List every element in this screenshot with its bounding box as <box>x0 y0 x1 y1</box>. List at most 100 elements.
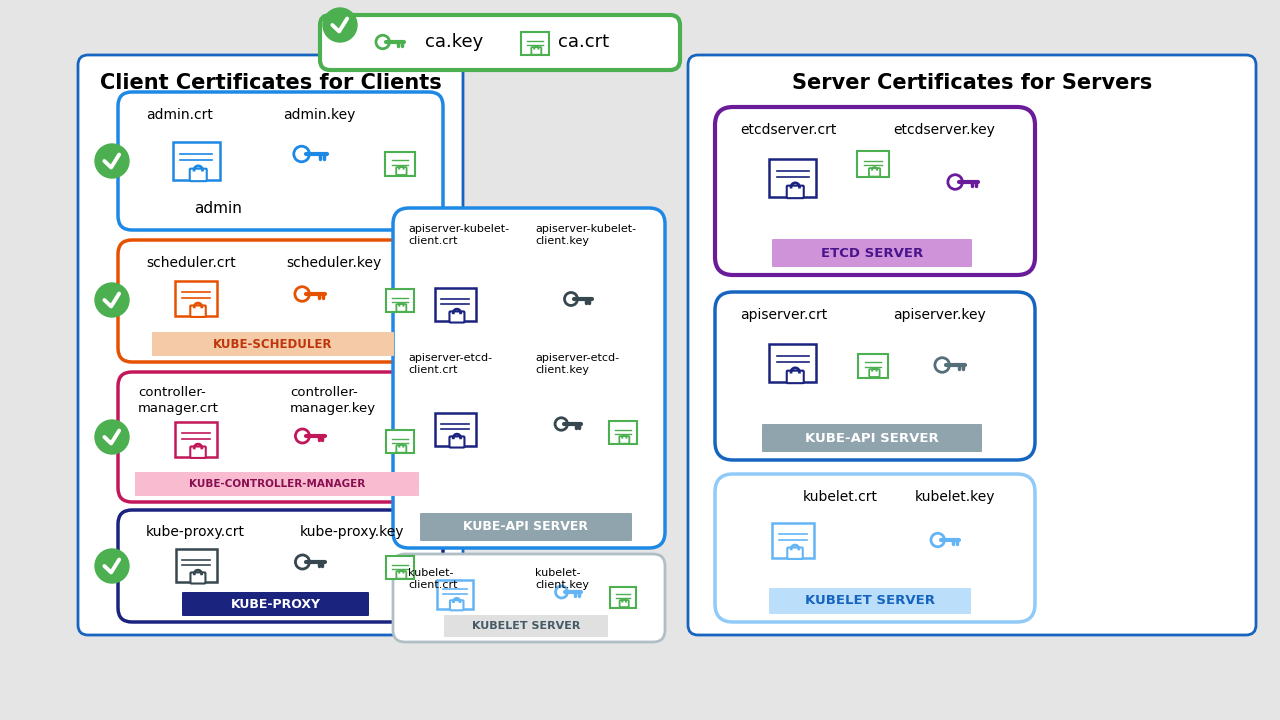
FancyBboxPatch shape <box>397 445 406 453</box>
Text: scheduler.key: scheduler.key <box>285 256 381 270</box>
FancyBboxPatch shape <box>191 305 206 317</box>
FancyBboxPatch shape <box>191 446 206 458</box>
Circle shape <box>95 283 129 317</box>
FancyBboxPatch shape <box>434 288 475 321</box>
FancyBboxPatch shape <box>420 513 632 541</box>
Text: KUBE-API SERVER: KUBE-API SERVER <box>463 521 589 534</box>
Text: kubelet.key: kubelet.key <box>915 490 996 504</box>
FancyBboxPatch shape <box>385 431 415 454</box>
FancyBboxPatch shape <box>787 371 804 383</box>
Text: apiserver.key: apiserver.key <box>893 308 986 322</box>
FancyBboxPatch shape <box>175 549 216 582</box>
FancyBboxPatch shape <box>118 240 443 362</box>
FancyBboxPatch shape <box>182 592 369 616</box>
FancyBboxPatch shape <box>118 372 443 502</box>
Text: apiserver-etcd-
client.key: apiserver-etcd- client.key <box>535 353 620 375</box>
FancyBboxPatch shape <box>858 354 888 377</box>
FancyBboxPatch shape <box>762 424 982 452</box>
Text: kube-proxy.key: kube-proxy.key <box>300 525 404 539</box>
Circle shape <box>294 287 310 301</box>
Circle shape <box>95 144 129 178</box>
FancyBboxPatch shape <box>716 474 1036 622</box>
FancyBboxPatch shape <box>769 344 817 382</box>
Text: KUBELET SERVER: KUBELET SERVER <box>805 595 934 608</box>
FancyBboxPatch shape <box>320 15 680 70</box>
Circle shape <box>931 534 945 546</box>
FancyBboxPatch shape <box>787 186 804 198</box>
FancyBboxPatch shape <box>716 107 1036 275</box>
FancyBboxPatch shape <box>397 571 406 579</box>
FancyBboxPatch shape <box>175 423 218 456</box>
FancyBboxPatch shape <box>191 572 206 583</box>
FancyBboxPatch shape <box>397 304 406 312</box>
Text: kubelet-
client.key: kubelet- client.key <box>535 568 589 590</box>
Text: scheduler.crt: scheduler.crt <box>146 256 236 270</box>
Text: admin: admin <box>195 201 242 216</box>
FancyBboxPatch shape <box>152 332 394 356</box>
Circle shape <box>556 586 567 598</box>
Text: kube-proxy.crt: kube-proxy.crt <box>146 525 244 539</box>
Text: ca.key: ca.key <box>425 33 484 51</box>
FancyBboxPatch shape <box>531 47 541 55</box>
Text: ca.crt: ca.crt <box>558 33 609 51</box>
Text: admin.key: admin.key <box>283 108 356 122</box>
FancyBboxPatch shape <box>716 292 1036 460</box>
FancyBboxPatch shape <box>78 55 463 635</box>
Text: apiserver-kubelet-
client.crt: apiserver-kubelet- client.crt <box>408 224 509 246</box>
FancyBboxPatch shape <box>611 587 636 608</box>
FancyBboxPatch shape <box>189 168 207 181</box>
Circle shape <box>296 555 310 569</box>
FancyBboxPatch shape <box>385 152 415 176</box>
Text: apiserver-kubelet-
client.key: apiserver-kubelet- client.key <box>535 224 636 246</box>
FancyBboxPatch shape <box>393 208 666 548</box>
FancyBboxPatch shape <box>385 557 415 580</box>
Circle shape <box>564 292 577 305</box>
FancyBboxPatch shape <box>385 289 415 312</box>
Circle shape <box>376 35 389 49</box>
Text: Server Certificates for Servers: Server Certificates for Servers <box>792 73 1152 93</box>
Text: KUBE-SCHEDULER: KUBE-SCHEDULER <box>214 338 333 351</box>
FancyBboxPatch shape <box>175 282 218 316</box>
FancyBboxPatch shape <box>869 369 879 377</box>
Circle shape <box>323 8 357 42</box>
FancyBboxPatch shape <box>521 32 549 55</box>
FancyBboxPatch shape <box>769 588 972 614</box>
FancyBboxPatch shape <box>772 239 972 267</box>
FancyBboxPatch shape <box>869 168 881 176</box>
Text: Client Certificates for Clients: Client Certificates for Clients <box>100 73 442 93</box>
Text: KUBELET SERVER: KUBELET SERVER <box>472 621 580 631</box>
Text: KUBE-API SERVER: KUBE-API SERVER <box>805 431 938 444</box>
FancyBboxPatch shape <box>118 92 443 230</box>
FancyBboxPatch shape <box>134 472 419 496</box>
FancyBboxPatch shape <box>689 55 1256 635</box>
Text: controller-
manager.crt: controller- manager.crt <box>138 386 219 415</box>
Text: apiserver-etcd-
client.crt: apiserver-etcd- client.crt <box>408 353 492 375</box>
Text: admin.crt: admin.crt <box>146 108 212 122</box>
FancyBboxPatch shape <box>609 421 637 444</box>
Circle shape <box>934 358 950 372</box>
Circle shape <box>95 420 129 454</box>
Text: etcdserver.crt: etcdserver.crt <box>740 123 836 137</box>
FancyBboxPatch shape <box>434 413 475 446</box>
FancyBboxPatch shape <box>620 436 630 444</box>
Circle shape <box>95 549 129 583</box>
FancyBboxPatch shape <box>787 547 803 559</box>
Text: apiserver.crt: apiserver.crt <box>740 308 827 322</box>
FancyBboxPatch shape <box>451 600 463 611</box>
FancyBboxPatch shape <box>449 436 465 448</box>
FancyBboxPatch shape <box>118 510 443 622</box>
Circle shape <box>294 146 310 162</box>
FancyBboxPatch shape <box>173 142 219 180</box>
Circle shape <box>296 429 310 443</box>
Text: KUBE-CONTROLLER-MANAGER: KUBE-CONTROLLER-MANAGER <box>189 479 365 489</box>
FancyBboxPatch shape <box>769 159 817 197</box>
Text: kubelet.crt: kubelet.crt <box>803 490 878 504</box>
Text: etcdserver.key: etcdserver.key <box>893 123 995 137</box>
Text: kubelet-
client.crt: kubelet- client.crt <box>408 568 457 590</box>
FancyBboxPatch shape <box>856 151 890 177</box>
Text: ETCD SERVER: ETCD SERVER <box>820 246 923 259</box>
FancyBboxPatch shape <box>620 600 628 607</box>
FancyBboxPatch shape <box>449 312 465 323</box>
Circle shape <box>948 175 963 189</box>
FancyBboxPatch shape <box>393 554 666 642</box>
